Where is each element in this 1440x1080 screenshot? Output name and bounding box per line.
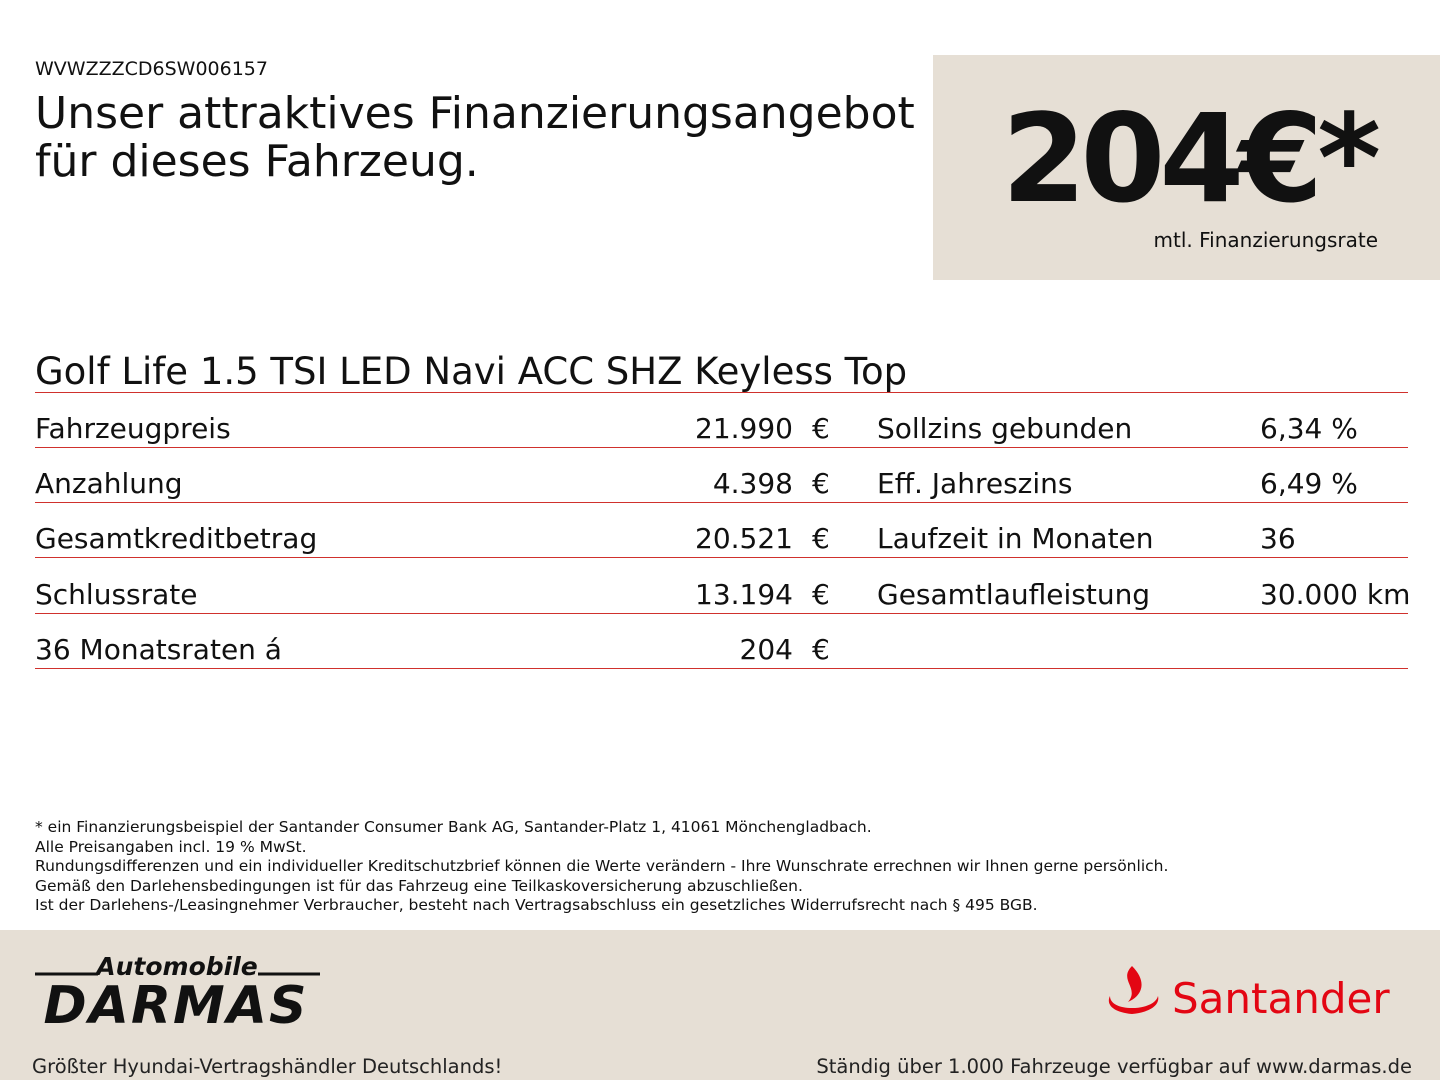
rule: [35, 447, 1408, 448]
rule: [35, 557, 1408, 559]
row-unit: €: [812, 577, 830, 611]
price-caption: mtl. Finanzierungsrate: [1153, 228, 1378, 252]
row-value: 30.000 km: [1260, 577, 1411, 611]
santander-flame: [1108, 966, 1159, 1014]
row-label: Fahrzeugpreis: [35, 412, 231, 445]
title: für dieses Fahrzeug.: [35, 136, 479, 187]
row-value: 4.398: [712, 467, 793, 501]
rule: [35, 502, 1408, 504]
rule: [35, 667, 1408, 669]
row-label: Gesamtlaufleistung: [877, 577, 1151, 611]
footnote: Alle Preisangaben incl. 19 % MwSt.: [35, 837, 307, 856]
tagline: Ständig über 1.000 Fahrzeuge verfügbar a…: [816, 1055, 1412, 1078]
row-value: 21.990: [695, 412, 793, 445]
vehicle-name: Golf Life 1.5 TSI LED Navi ACC SHZ Keyle…: [35, 350, 908, 393]
footnote: Gemäß den Darlehensbedingungen ist für d…: [35, 876, 803, 895]
footer-graphics: Automobile DARMAS Santander Größter Hyun…: [32, 952, 1412, 1078]
vin: WVWZZZCD6SW006157: [35, 58, 268, 80]
footnote: * ein Finanzierungsbeispiel der Santande…: [35, 818, 872, 836]
row-label: Sollzins gebunden: [877, 412, 1133, 445]
row-label: Eff. Jahreszins: [877, 467, 1073, 501]
bank-name: Santander: [1172, 974, 1390, 1023]
row-label: 36 Monatsraten á: [35, 632, 282, 666]
row-unit: €: [812, 467, 830, 501]
dealer-slogan: Größter Hyundai-Vertragshändler Deutschl…: [32, 1055, 502, 1078]
row-value: 6,49 %: [1260, 467, 1358, 501]
row-label: Schlussrate: [35, 577, 198, 611]
row-label: Anzahlung: [35, 467, 183, 501]
row-value: 13.194: [695, 577, 793, 611]
row-label: Gesamtkreditbetrag: [35, 522, 318, 556]
row-unit: €: [812, 522, 830, 556]
footnote: Ist der Darlehens-/Leasingnehmer Verbrau…: [35, 896, 1038, 914]
row-unit: €: [812, 632, 830, 666]
title: Unser attraktives Finanzierungsangebot: [35, 88, 915, 139]
dealer-small: Automobile: [94, 952, 258, 981]
dealer-big: DARMAS: [44, 976, 309, 1036]
row-value: 36: [1260, 522, 1296, 556]
footnote: Rundungsdifferenzen und ein individuelle…: [35, 857, 1169, 875]
row-label: Laufzeit in Monaten: [877, 522, 1154, 556]
row-value: 6,34 %: [1260, 412, 1358, 445]
row-unit: €: [812, 412, 830, 445]
rule: [35, 392, 1408, 393]
row-value: 20.521: [695, 522, 793, 556]
price: 204€*: [1001, 88, 1381, 230]
price-box: [933, 55, 1440, 280]
rule: [35, 612, 1408, 614]
row-value: 204: [739, 632, 793, 666]
footer: Automobile DARMAS Santander Größter Hyun…: [0, 930, 1440, 1080]
